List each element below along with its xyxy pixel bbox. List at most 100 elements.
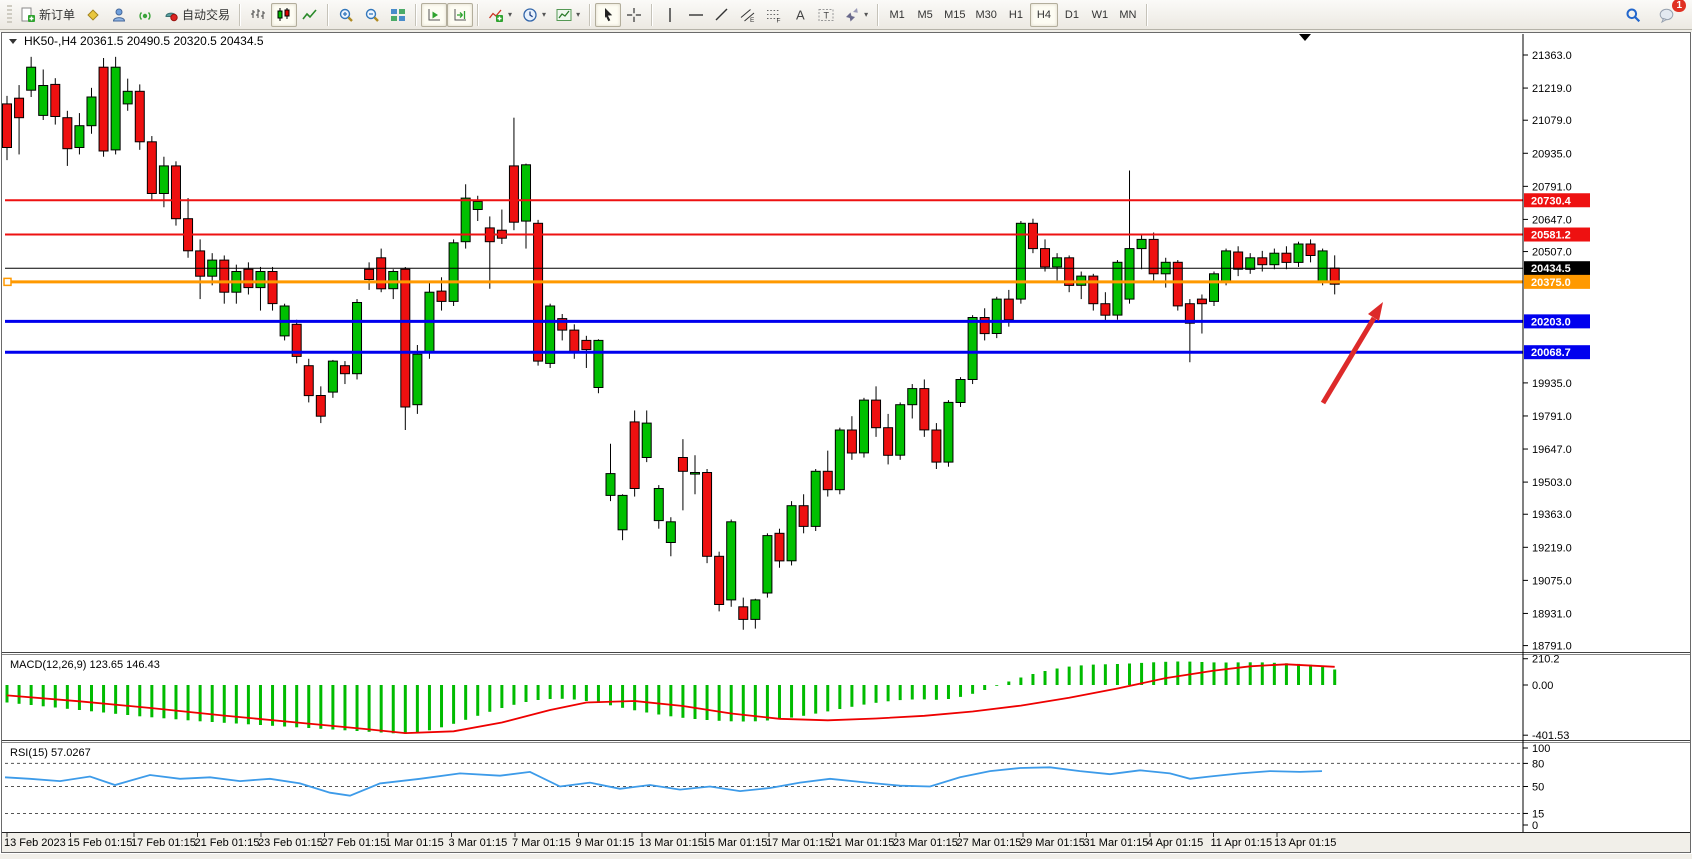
candle (1317, 250, 1328, 283)
candle (86, 96, 97, 127)
label-icon: T (818, 8, 834, 21)
candle (50, 83, 61, 117)
candle (955, 379, 966, 403)
horizontal-line-button[interactable] (683, 3, 709, 27)
chart-shift-button[interactable] (447, 2, 474, 27)
fibonacci-button[interactable]: F (761, 3, 787, 27)
price-chart-canvas[interactable]: HK50-,H4 20361.5 20490.5 20320.5 20434.5… (0, 32, 1692, 854)
channel-icon: E (740, 8, 755, 23)
timeframe-m15-button[interactable]: M15 (939, 3, 970, 27)
timeframe-d1-button[interactable]: D1 (1058, 3, 1086, 27)
candle (1100, 303, 1111, 316)
annotation-arrow-head (1368, 302, 1383, 321)
tile-windows-button[interactable] (385, 3, 411, 27)
date-tick-label: 4 Apr 01:15 (1147, 837, 1203, 849)
indicators-button[interactable]: ▾ (483, 3, 517, 27)
candle (352, 302, 363, 375)
price-tick-label: 19219.0 (1532, 542, 1572, 554)
profile-button[interactable] (106, 3, 132, 27)
candle (1112, 261, 1123, 316)
candle (1281, 252, 1292, 263)
timeframe-m1-button[interactable]: M1 (883, 3, 911, 27)
rsi-tick-label: 80 (1532, 758, 1544, 770)
svg-text:T: T (824, 10, 830, 20)
candle (170, 165, 181, 220)
timeframe-mn-button[interactable]: MN (1114, 3, 1142, 27)
zoom-in-button[interactable] (333, 3, 359, 27)
auto-scroll-button[interactable] (421, 2, 448, 27)
date-tick-label: 9 Mar 01:15 (576, 837, 635, 849)
candle (1027, 222, 1038, 250)
chart-shift-marker[interactable] (1299, 34, 1311, 41)
price-tick-label: 21363.0 (1532, 50, 1572, 62)
candle (472, 201, 483, 210)
date-tick-label: 27 Feb 01:15 (322, 837, 387, 849)
candle (1257, 257, 1268, 266)
cursor-button[interactable] (595, 2, 622, 27)
timeframe-m30-button[interactable]: M30 (971, 3, 1002, 27)
candle (1148, 238, 1159, 275)
macd-tick-label: 210.2 (1532, 654, 1560, 666)
timeframe-label: H1 (1008, 8, 1023, 21)
templates-button[interactable]: ▾ (551, 3, 585, 27)
date-tick-label: 15 Feb 01:15 (68, 837, 133, 849)
arrows-button[interactable]: ▾ (839, 3, 873, 27)
vertical-line-button[interactable] (657, 3, 683, 27)
price-tick-label: 19363.0 (1532, 509, 1572, 521)
date-tick-label: 13 Feb 2023 (4, 837, 66, 849)
candle (653, 488, 664, 522)
macd-signal-line (6, 663, 1335, 735)
candle (339, 365, 350, 375)
auto-trading-button[interactable]: 自动交易 (158, 3, 235, 27)
toolbar-separator (239, 3, 242, 26)
candle (895, 404, 906, 456)
new-order-button[interactable]: 新订单 (15, 3, 80, 27)
macd-tick-label: 0.00 (1532, 680, 1553, 692)
toolbar-separator (877, 3, 880, 26)
crosshair-button[interactable] (621, 3, 647, 27)
text-button[interactable]: A (787, 3, 813, 27)
annotation-arrow[interactable] (1320, 316, 1377, 405)
candle (907, 388, 918, 406)
quotes-button[interactable] (80, 3, 106, 27)
toolbar-separator (415, 3, 418, 26)
price-line-label: 20581.2 (1531, 230, 1571, 242)
candle (665, 521, 676, 543)
date-tick-label: 29 Mar 01:15 (1020, 837, 1085, 849)
text-label-button[interactable]: T (813, 3, 839, 27)
candle (967, 317, 978, 380)
search-button[interactable] (1620, 3, 1646, 27)
timeframe-label: M1 (889, 8, 905, 21)
svg-text:F: F (777, 17, 781, 23)
candle (629, 421, 640, 489)
rsi-label: RSI(15) 57.0267 (10, 747, 91, 759)
candle (521, 164, 532, 222)
candlestick-chart-button[interactable] (271, 2, 298, 27)
timeframe-w1-button[interactable]: W1 (1086, 3, 1114, 27)
line-handle[interactable] (3, 277, 12, 287)
chart-window[interactable]: HK50-,H4 20361.5 20490.5 20320.5 20434.5… (0, 32, 1692, 854)
title-collapse-icon[interactable] (9, 39, 17, 44)
periods-button[interactable]: ▾ (517, 3, 551, 27)
equidistant-channel-button[interactable]: E (735, 3, 761, 27)
chat-icon (1659, 8, 1674, 23)
new-order-button-label: 新订单 (39, 8, 76, 22)
candle (146, 141, 157, 195)
bar-chart-button[interactable] (245, 3, 271, 27)
candle (364, 268, 375, 280)
main-toolbar: 新订单 自动交易 ▾ ▾ ▾ E F A T ▾ M1 M5 M15 M30 H1 H4 D1 W1 MN 1 (0, 0, 1692, 30)
chat-button[interactable]: 1 (1654, 0, 1686, 27)
timeframe-m5-button[interactable]: M5 (911, 3, 939, 27)
trendline-button[interactable] (709, 3, 735, 27)
autotrade-icon (165, 12, 178, 21)
zoom-out-button[interactable] (359, 3, 385, 27)
line-chart-button[interactable] (297, 3, 323, 27)
timeframe-h4-button[interactable]: H4 (1029, 2, 1058, 27)
candle (98, 66, 109, 152)
timeframe-h1-button[interactable]: H1 (1002, 3, 1030, 27)
candle (943, 401, 954, 463)
signals-button[interactable] (132, 3, 158, 27)
price-line-label: 20068.7 (1531, 347, 1571, 359)
candle (376, 257, 387, 290)
candle (557, 318, 568, 331)
